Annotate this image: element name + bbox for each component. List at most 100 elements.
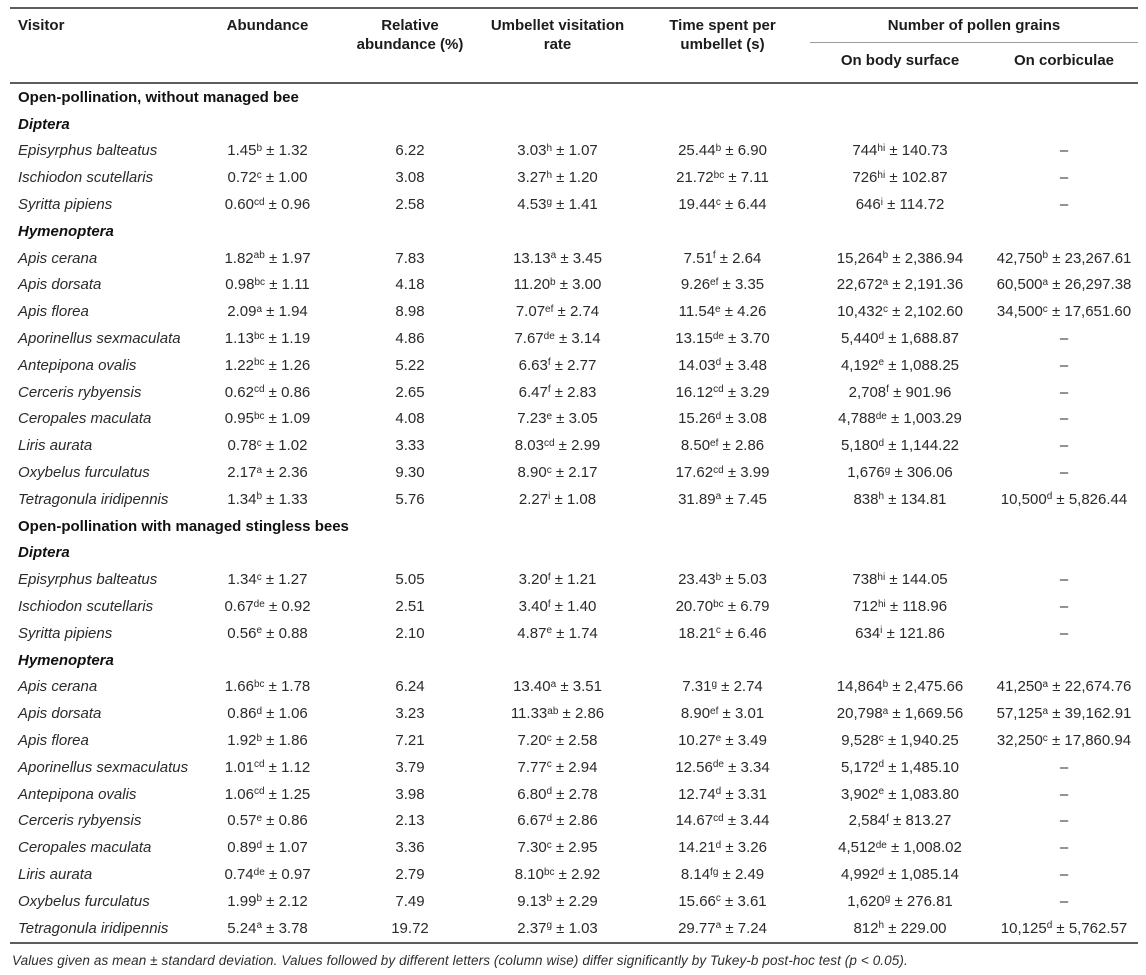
value-cell: 3.08 bbox=[395, 169, 425, 187]
significance-letter: c bbox=[882, 303, 888, 315]
pollinator-table: Visitor Abundance Relative abundance (%)… bbox=[10, 7, 1139, 944]
significance-letter: a bbox=[1042, 276, 1049, 288]
table-footnote: Values given as mean ± standard deviatio… bbox=[12, 952, 908, 968]
species-name: Ceropales maculata bbox=[18, 410, 152, 428]
value-cell: 21.72bc ± 7.11 bbox=[676, 169, 769, 187]
value-cell: 8.10bc ± 2.92 bbox=[514, 866, 601, 883]
significance-letter: d bbox=[1046, 491, 1053, 503]
value-cell: 2.79 bbox=[395, 866, 425, 883]
section-row: Open-pollination, without managed bee bbox=[10, 83, 1138, 111]
significance-letter: bc bbox=[543, 866, 555, 878]
value-cell: 20.70bc ± 6.79 bbox=[675, 598, 770, 616]
species-name: Apis dorsata bbox=[18, 705, 102, 723]
significance-letter: a bbox=[1042, 705, 1049, 717]
table-row: Episyrphus balteatus 1.34c ± 1.27 5.05 3.20… bbox=[10, 566, 1138, 593]
value-cell: 1.01cd ± 1.12 bbox=[224, 758, 311, 776]
value-cell: 4.87e ± 1.74 bbox=[517, 624, 598, 642]
value-cell: – bbox=[1059, 758, 1069, 776]
value-cell: 7.51f ± 2.64 bbox=[683, 249, 762, 267]
significance-letter: ef bbox=[710, 276, 719, 288]
value-cell: – bbox=[1059, 142, 1069, 160]
significance-letter: f bbox=[547, 357, 551, 369]
value-cell: 7.20c ± 2.58 bbox=[517, 732, 598, 750]
significance-letter: i bbox=[548, 491, 551, 503]
species-name: Oxybelus furculatus bbox=[18, 464, 150, 482]
value-cell: 60,500a ± 26,297.38 bbox=[996, 276, 1132, 294]
significance-letter: a bbox=[715, 491, 722, 503]
species-name: Aporinellus sexmaculata bbox=[18, 330, 181, 348]
value-cell: 2.65 bbox=[395, 383, 425, 401]
value-cell: 6.47f ± 2.83 bbox=[518, 383, 597, 401]
value-cell: 2,584f ± 813.27 bbox=[848, 812, 952, 830]
value-cell: 838h ± 134.81 bbox=[853, 490, 947, 508]
taxon-group-row: Hymenoptera bbox=[10, 647, 1138, 674]
value-cell: 7.31g ± 2.74 bbox=[682, 678, 763, 696]
significance-letter: de bbox=[712, 759, 724, 771]
value-cell: 646i ± 114.72 bbox=[855, 196, 945, 214]
significance-letter: d bbox=[878, 330, 885, 342]
value-cell: 18.21c ± 6.46 bbox=[678, 624, 767, 642]
significance-letter: hi bbox=[877, 142, 886, 154]
species-name: Liris aurata bbox=[18, 866, 93, 883]
table-row: Aporinellus sexmaculatus 1.01cd ± 1.12 3.7… bbox=[10, 754, 1138, 781]
species-name: Episyrphus balteatus bbox=[18, 142, 158, 160]
value-cell: 7.21 bbox=[395, 732, 425, 750]
significance-letter: c bbox=[878, 732, 884, 744]
table-row: Ischiodon scutellaris 0.67de ± 0.92 2.51 3.… bbox=[10, 593, 1138, 620]
value-cell: 1.92b ± 1.86 bbox=[227, 732, 308, 750]
value-cell: 8.90ef ± 3.01 bbox=[680, 705, 765, 723]
value-cell: 14,864b ± 2,475.66 bbox=[836, 678, 964, 696]
value-cell: 12.56de ± 3.34 bbox=[675, 758, 770, 776]
value-cell: 5.22 bbox=[395, 356, 425, 374]
value-cell: 20,798a ± 1,669.56 bbox=[836, 705, 964, 723]
significance-letter: d bbox=[715, 839, 722, 851]
value-cell: 6.80d ± 2.78 bbox=[517, 785, 598, 803]
value-cell: – bbox=[1059, 169, 1069, 187]
header-row-main: Visitor Abundance Relative abundance (%)… bbox=[10, 8, 1139, 53]
value-cell: 4,512de ± 1,008.02 bbox=[838, 839, 962, 857]
significance-letter: cd bbox=[713, 384, 724, 396]
value-cell: 34,500c ± 17,651.60 bbox=[996, 303, 1132, 321]
value-cell: 1.34c ± 1.27 bbox=[227, 571, 308, 589]
table-body: Open-pollination, without managed bee Dip… bbox=[10, 83, 1139, 943]
significance-letter: f bbox=[886, 812, 889, 824]
significance-letter: de bbox=[875, 839, 887, 851]
taxon-group-row: Hymenoptera bbox=[10, 218, 1138, 245]
value-cell: 1.45b ± 1.32 bbox=[227, 142, 308, 160]
value-cell: 3.98 bbox=[395, 785, 425, 803]
value-cell: – bbox=[1059, 571, 1069, 589]
significance-letter: fg bbox=[710, 866, 719, 878]
value-cell: 3.23 bbox=[395, 705, 425, 723]
value-cell: 8.03cd ± 2.99 bbox=[514, 437, 601, 455]
value-cell: 11.20b ± 3.00 bbox=[513, 276, 602, 294]
table-row: Apis dorsata 0.98bc ± 1.11 4.18 11.20b ± 3.… bbox=[10, 272, 1138, 299]
column-group-header-pollen-grains: Number of pollen grains bbox=[810, 8, 1139, 43]
significance-letter: c bbox=[715, 625, 721, 637]
value-cell: – bbox=[1059, 598, 1069, 616]
significance-letter: d bbox=[546, 786, 552, 798]
value-cell: 0.57e ± 0.86 bbox=[227, 812, 308, 830]
value-cell: 23.43b ± 5.03 bbox=[678, 571, 767, 589]
taxon-group-title: Hymenoptera bbox=[18, 222, 114, 240]
significance-letter: bc bbox=[713, 169, 725, 181]
value-cell: 4.86 bbox=[395, 330, 425, 348]
taxon-group-title: Diptera bbox=[18, 115, 70, 133]
value-cell: 1.22bc ± 1.26 bbox=[224, 356, 311, 374]
significance-letter: bc bbox=[253, 410, 265, 422]
column-header-relative-abundance: Relative abundance (%) bbox=[356, 17, 464, 53]
significance-letter: ef bbox=[710, 705, 719, 717]
table-row: Apis cerana 1.66bc ± 1.78 6.24 13.40a ± 3.5… bbox=[10, 674, 1138, 701]
value-cell: 812h ± 229.00 bbox=[853, 919, 947, 937]
column-header-time-spent: Time spent per umbellet (s) bbox=[669, 17, 776, 53]
value-cell: 3.03h ± 1.07 bbox=[517, 142, 598, 160]
value-cell: 1.13bc ± 1.19 bbox=[224, 330, 311, 348]
value-cell: 4,192e ± 1,088.25 bbox=[840, 356, 960, 374]
value-cell: 3.33 bbox=[395, 437, 425, 455]
species-name: Syritta pipiens bbox=[18, 624, 113, 642]
value-cell: 29.77a ± 7.24 bbox=[678, 919, 767, 937]
significance-letter: d bbox=[1046, 920, 1053, 932]
value-cell: 15.26d ± 3.08 bbox=[678, 410, 767, 428]
significance-letter: hi bbox=[877, 571, 886, 583]
value-cell: 10,432c ± 2,102.60 bbox=[837, 303, 963, 321]
